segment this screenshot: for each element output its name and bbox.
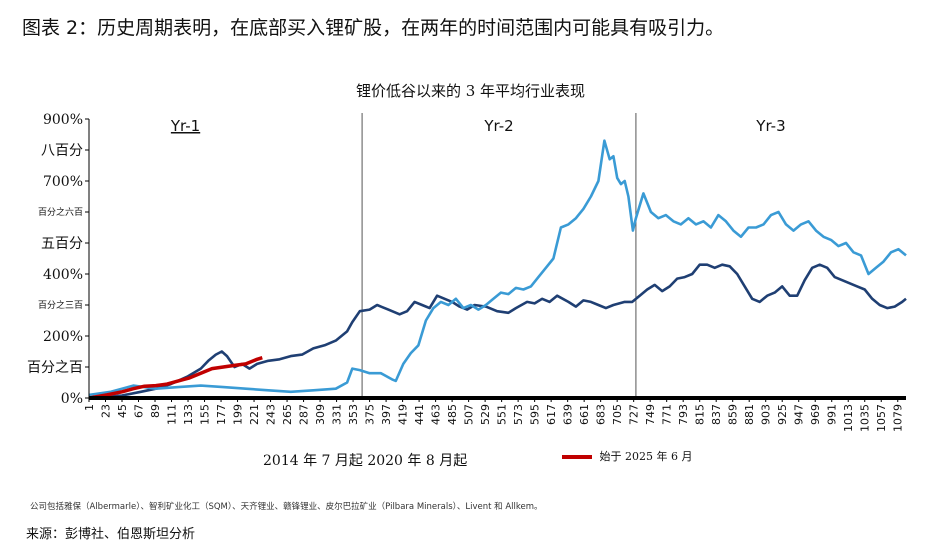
x-tick-label: 507: [463, 404, 476, 425]
x-tick-label: 683: [595, 404, 608, 425]
chart-title: 锂价低谷以来的 3 年平均行业表现: [355, 82, 586, 100]
x-tick-label: 1079: [892, 404, 905, 432]
footnote: 公司包括雅保（Albermarle）、智利矿业化工（SQM）、天齐锂业、赣锋锂业…: [30, 502, 543, 512]
y-tick-label: 百分之百: [27, 360, 83, 376]
x-tick-label: 375: [364, 404, 377, 425]
source-note: 来源：彭博社、伯恩斯坦分析: [26, 527, 196, 542]
y-tick-label: 百分之三百: [38, 299, 83, 311]
x-tick-label: 881: [743, 404, 756, 425]
x-tick-label: 837: [710, 404, 723, 425]
x-tick-label: 859: [727, 404, 740, 425]
y-tick-label: 900%: [43, 112, 83, 128]
x-tick-label: 177: [215, 404, 228, 425]
x-tick-label: 199: [232, 404, 245, 425]
y-tick-label: 五百分: [41, 236, 83, 252]
period-label: Yr-1: [170, 117, 200, 135]
x-tick-label: 639: [562, 404, 575, 425]
x-tick-label: 133: [182, 404, 195, 425]
y-tick-label: 700%: [43, 174, 83, 190]
x-tick-label: 331: [331, 404, 344, 425]
page-title: 图表 2：历史周期表明，在底部买入锂矿股，在两年的时间范围内可能具有吸引力。: [22, 17, 725, 39]
legend: 始于 2025 年 6 月: [562, 448, 692, 464]
x-tick-label: 925: [776, 404, 789, 425]
x-tick-label: 947: [793, 404, 806, 425]
x-tick-label: 815: [694, 404, 707, 425]
y-tick-label: 200%: [43, 329, 83, 345]
x-tick-label: 463: [430, 404, 443, 425]
x-tick-label: 23: [100, 404, 113, 418]
x-tick-label: 265: [281, 404, 294, 425]
x-tick-label: 991: [826, 404, 839, 425]
x-tick-label: 771: [661, 404, 674, 425]
x-tick-label: 1: [83, 404, 96, 411]
x-tick-label: 529: [479, 404, 492, 425]
x-tick-label: 45: [116, 404, 129, 418]
x-tick-label: 155: [199, 404, 212, 425]
x-tick-label: 595: [529, 404, 542, 425]
x-tick-label: 705: [611, 404, 624, 425]
x-tick-label: 67: [133, 404, 146, 418]
x-tick-label: 551: [496, 404, 509, 425]
series-line: [88, 139, 907, 397]
x-tick-label: 1013: [842, 404, 855, 432]
y-tick-label: 百分之六百: [38, 206, 83, 218]
x-tick-label: 397: [380, 404, 393, 425]
series-line: [88, 356, 263, 400]
legend-swatch: [562, 455, 592, 459]
x-tick-label: 89: [149, 404, 162, 418]
x-tick-label: 441: [413, 404, 426, 425]
x-tick-label: 573: [512, 404, 525, 425]
x-tick-label: 617: [545, 404, 558, 425]
x-tick-label: 309: [314, 404, 327, 425]
x-tick-label: 661: [578, 404, 591, 425]
x-tick-label: 793: [677, 404, 690, 425]
x-tick-label: 969: [809, 404, 822, 425]
y-tick-label: 400%: [43, 267, 83, 283]
x-tick-label: 485: [446, 404, 459, 425]
period-label: Yr-2: [483, 117, 513, 135]
x-tick-label: 903: [760, 404, 773, 425]
x-tick-label: 221: [248, 404, 261, 425]
date-range-label: 2014 年 7 月起 2020 年 8 月起: [263, 453, 468, 469]
x-tick-label: 111: [166, 404, 179, 425]
y-tick-label: 八百分: [41, 143, 83, 159]
x-tick-label: 353: [347, 404, 360, 425]
period-label: Yr-3: [755, 117, 785, 135]
y-tick-label: 0%: [61, 391, 83, 407]
x-tick-label: 1057: [875, 404, 888, 432]
x-tick-label: 419: [397, 404, 410, 425]
x-tick-label: 727: [628, 404, 641, 425]
series-line: [88, 263, 907, 400]
x-tick-label: 287: [298, 404, 311, 425]
x-tick-label: 749: [644, 404, 657, 425]
x-tick-label: 1035: [859, 404, 872, 432]
x-tick-label: 243: [265, 404, 278, 425]
legend-label: 始于 2025 年 6 月: [599, 450, 693, 463]
